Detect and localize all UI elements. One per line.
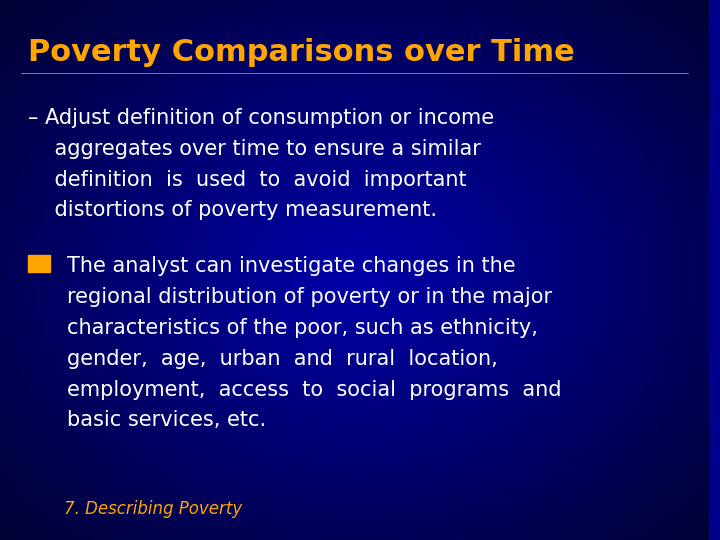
Text: aggregates over time to ensure a similar: aggregates over time to ensure a similar: [28, 139, 481, 159]
Text: employment,  access  to  social  programs  and: employment, access to social programs an…: [68, 380, 562, 400]
Text: 7. Describing Poverty: 7. Describing Poverty: [64, 501, 242, 518]
Text: regional distribution of poverty or in the major: regional distribution of poverty or in t…: [68, 287, 552, 307]
Text: distortions of poverty measurement.: distortions of poverty measurement.: [28, 200, 437, 220]
Text: Poverty Comparisons over Time: Poverty Comparisons over Time: [28, 38, 575, 67]
Text: – Adjust definition of consumption or income: – Adjust definition of consumption or in…: [28, 108, 495, 128]
Text: The analyst can investigate changes in the: The analyst can investigate changes in t…: [68, 256, 516, 276]
FancyBboxPatch shape: [28, 255, 50, 272]
Text: gender,  age,  urban  and  rural  location,: gender, age, urban and rural location,: [68, 349, 498, 369]
Text: definition  is  used  to  avoid  important: definition is used to avoid important: [28, 170, 467, 190]
Text: characteristics of the poor, such as ethnicity,: characteristics of the poor, such as eth…: [68, 318, 539, 338]
Text: basic services, etc.: basic services, etc.: [68, 410, 266, 430]
